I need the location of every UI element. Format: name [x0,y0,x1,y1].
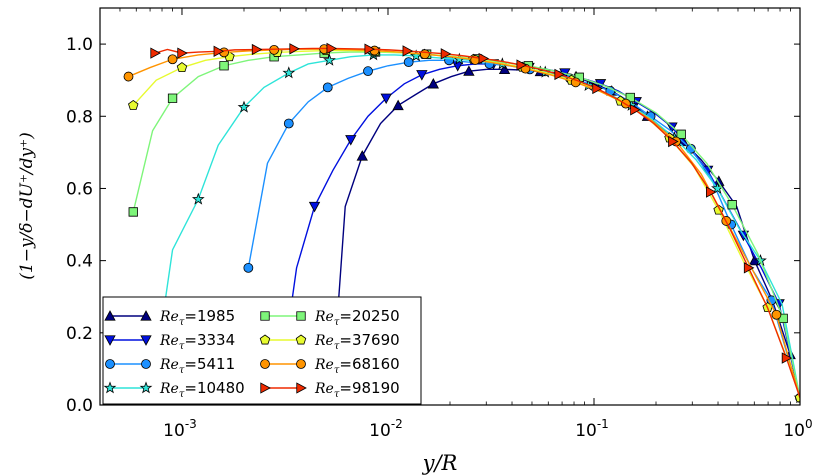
legend-entry-68160: Reτ=68160 [260,355,400,376]
legend-marker [260,359,270,369]
data-point [356,150,368,161]
data-point [713,175,725,186]
data-point [213,45,225,57]
series-line-68160 [128,48,800,398]
data-point [191,192,205,205]
data-point [478,52,490,65]
data-point [128,207,138,217]
data-point [283,118,294,129]
data-point [727,200,737,210]
data-point [150,47,161,59]
legend-entry-37690: Reτ=37690 [259,331,400,352]
legend-entry-98190: Reτ=98190 [260,379,400,400]
y-tick-label: 0.2 [66,324,93,344]
y-tick-label: 0.4 [66,252,93,272]
legend-entry-5411: Reτ=5411 [105,355,235,376]
data-point [326,42,338,55]
data-point [128,99,139,110]
data-point [167,93,178,103]
x-tick-label: 10-3 [163,417,197,441]
y-tick-label: 0.0 [66,396,93,416]
y-axis-label: (1−y/δ−dU⁺/dy⁺) [17,132,37,280]
data-point [176,62,188,72]
legend-entry-3334: Reτ=3334 [104,331,235,352]
data-point [282,66,296,79]
legend-marker [141,359,151,369]
data-point [177,47,188,59]
data-point [743,262,755,274]
legend-marker [140,310,152,321]
data-point [345,135,357,146]
data-point [322,82,333,93]
x-tick-label: 100 [783,417,812,441]
legend-marker [140,335,152,346]
legend-entry-1985: Reτ=1985 [104,307,235,328]
data-point [403,57,414,68]
legend-label: Reτ=98190 [314,379,400,400]
legend-marker [260,311,270,321]
data-point [668,135,679,148]
data-point [781,352,793,364]
data-point [237,100,251,113]
x-tick-label: 10-2 [369,417,403,441]
data-point [219,61,229,71]
legend-marker [296,359,306,369]
data-point [554,68,565,81]
data-point [498,63,511,75]
legend-label: Reτ=5411 [159,355,235,376]
data-point [630,104,641,116]
legend-marker [103,381,117,394]
legend-label: Reτ=1985 [159,307,235,328]
data-point [251,43,263,56]
data-point [771,309,782,320]
data-point [419,49,430,60]
data-point [416,70,428,81]
x-axis-label: y/R [422,451,458,475]
x-tick-label: 10-1 [575,417,609,441]
data-point [592,82,603,95]
legend-marker [259,334,271,345]
data-point [167,54,178,65]
data-point [516,59,527,71]
data-point [440,48,452,60]
legend-label: Reτ=20250 [314,307,400,328]
data-point [308,201,321,213]
data-point [364,43,375,55]
legend-marker [139,381,153,394]
legend-entry-10480: Reτ=10480 [103,379,245,400]
legend-label: Reτ=10480 [159,379,245,400]
data-point [380,93,392,105]
legend-marker [104,335,116,346]
legend-marker [295,334,307,345]
legend-label: Reτ=68160 [314,355,400,376]
data-point [323,53,336,66]
legend-label: Reτ=3334 [159,331,235,352]
data-point [402,45,414,57]
data-point [676,129,686,139]
series-98190 [150,42,800,399]
data-point [706,186,717,198]
legend-marker [105,359,115,369]
legend-marker [260,382,271,394]
data-point [289,43,300,55]
data-point [243,262,254,273]
legend-entry-20250: Reτ=20250 [260,307,400,328]
plot-frame [99,7,801,406]
data-point [427,77,439,89]
data-point [123,71,134,82]
legend-marker [296,382,307,394]
y-tick-label: 1.0 [66,35,93,55]
data-point [392,99,404,111]
legend-marker [296,311,306,321]
y-tick-label: 0.8 [66,107,93,127]
data-point [363,66,373,77]
data-point [463,65,475,76]
y-tick-label: 0.6 [66,179,93,199]
legend-label: Reτ=37690 [314,331,400,352]
legend-marker [104,310,116,321]
